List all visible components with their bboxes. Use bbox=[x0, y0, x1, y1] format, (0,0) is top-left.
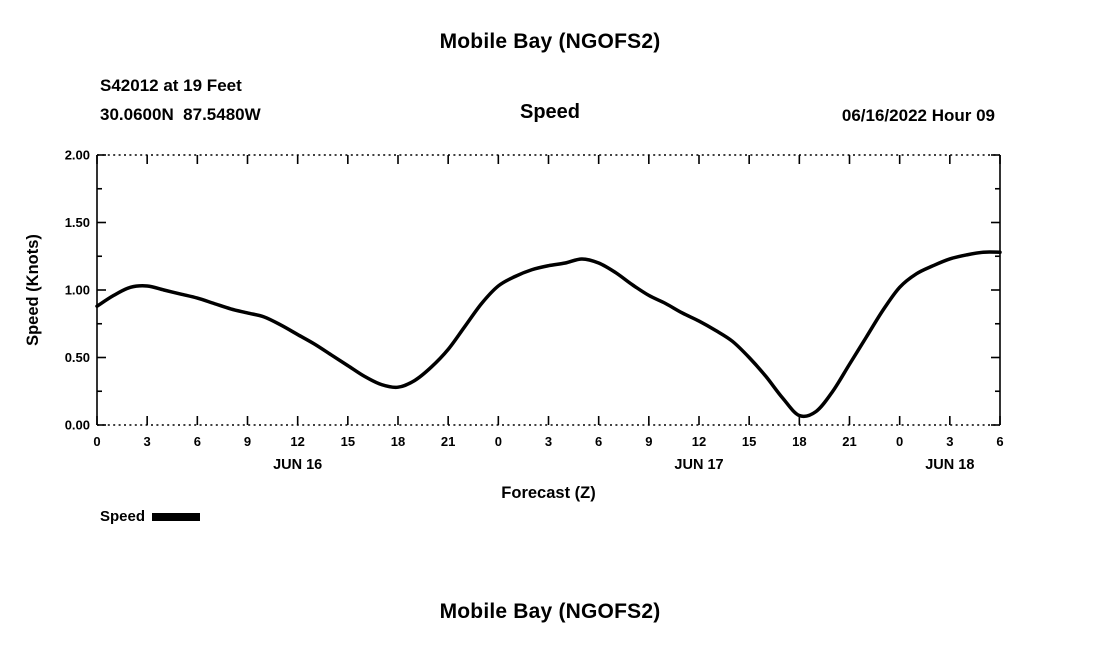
speed-series-line bbox=[95, 250, 1002, 419]
plot-variable-label: Speed bbox=[519, 101, 581, 123]
x-tick-label: 3 bbox=[946, 434, 953, 449]
y-tick-label: 1.50 bbox=[65, 215, 90, 230]
x-tick-label: 12 bbox=[692, 434, 706, 449]
x-tick-label: 21 bbox=[842, 434, 856, 449]
x-tick-label: 18 bbox=[391, 434, 405, 449]
x-tick-label: 15 bbox=[742, 434, 756, 449]
speed-chart: 0.00 0.50 1.00 1.50 2.00 0 3 6 9 12 15 18 21 0 3 6 9 12 15… bbox=[24, 148, 1004, 503]
forecast-datetime-label: 06/16/2022 Hour 09 bbox=[841, 106, 995, 125]
x-tick-label: 0 bbox=[896, 434, 903, 449]
x-tick-label: 21 bbox=[441, 434, 455, 449]
y-tick-label: 0.50 bbox=[65, 350, 90, 365]
y-axis-title: Speed (Knots) bbox=[24, 234, 42, 346]
y-tick-label: 1.00 bbox=[65, 283, 90, 298]
x-tick-label: 9 bbox=[244, 434, 251, 449]
x-tick-label: 6 bbox=[996, 434, 1003, 449]
x-tick-label: 18 bbox=[792, 434, 806, 449]
x-tick-label: 15 bbox=[341, 434, 355, 449]
x-axis-title: Forecast (Z) bbox=[501, 484, 595, 502]
chart-title-bottom: Mobile Bay (NGOFS2) bbox=[439, 600, 661, 623]
legend-line-swatch bbox=[152, 512, 201, 521]
x-tick-label: 0 bbox=[495, 434, 502, 449]
x-tick-label: 3 bbox=[144, 434, 151, 449]
chart-title-top: Mobile Bay (NGOFS2) bbox=[439, 30, 661, 53]
x-tick-label: 6 bbox=[194, 434, 201, 449]
y-tick-label: 0.00 bbox=[65, 418, 90, 433]
x-tick-label: 0 bbox=[93, 434, 100, 449]
legend: Speed bbox=[100, 508, 201, 525]
date-label: JUN 16 bbox=[273, 457, 322, 473]
y-tick-label: 2.00 bbox=[65, 148, 90, 163]
x-tick-label: 3 bbox=[545, 434, 552, 449]
date-label: JUN 17 bbox=[674, 457, 723, 473]
x-tick-label: 6 bbox=[595, 434, 602, 449]
x-tick-label: 9 bbox=[645, 434, 652, 449]
station-id-label: S42012 at 19 Feet bbox=[100, 76, 242, 95]
station-coords-label: 30.0600N 87.5480W bbox=[100, 105, 261, 124]
x-tick-label: 12 bbox=[290, 434, 304, 449]
legend-label: Speed bbox=[100, 508, 146, 525]
date-label: JUN 18 bbox=[925, 457, 974, 473]
